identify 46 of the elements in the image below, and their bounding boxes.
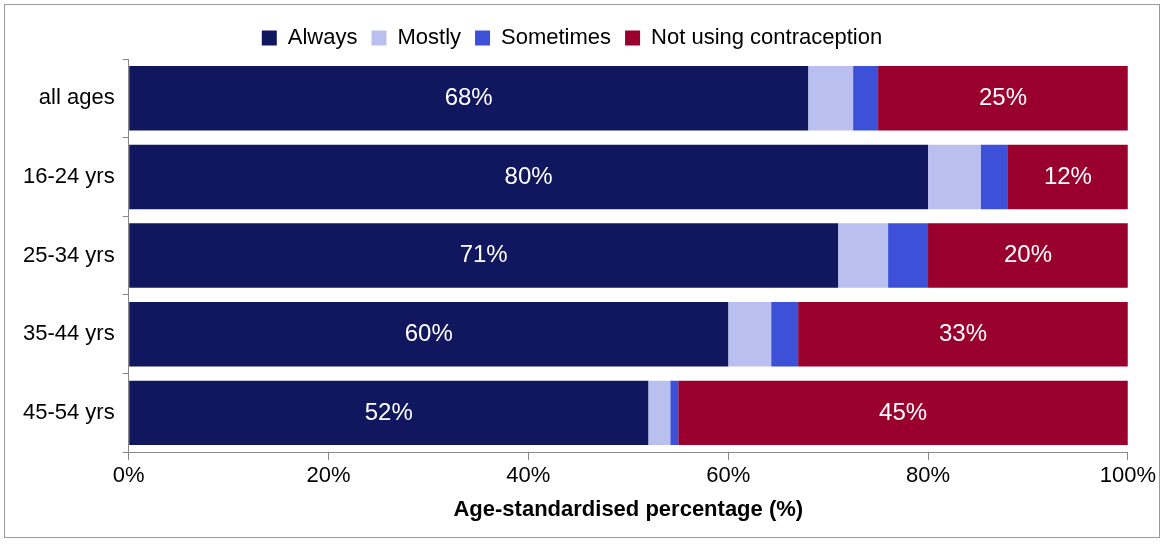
bar <box>808 66 854 131</box>
data-label: 60% <box>404 318 453 346</box>
bar <box>838 223 889 288</box>
data-label: 80% <box>504 161 553 189</box>
y-tick-label: 25-34 yrs <box>22 241 115 267</box>
data-label: 71% <box>459 240 508 268</box>
bar <box>728 302 772 367</box>
x-tick-label: 80% <box>906 462 951 488</box>
bar <box>129 380 649 446</box>
x-tick-label: 0% <box>112 462 145 488</box>
data-label: 25% <box>978 82 1027 110</box>
data-label: 45% <box>879 397 928 425</box>
bar <box>928 223 1128 288</box>
x-tick-label: 40% <box>506 462 551 488</box>
data-label: 33% <box>938 318 988 346</box>
y-tick-label: 16-24 yrs <box>22 163 115 189</box>
bar <box>888 223 929 288</box>
bar <box>798 302 1128 367</box>
bar <box>678 380 1128 446</box>
bar <box>129 302 729 367</box>
data-label: 12% <box>1043 161 1092 189</box>
data-label: 68% <box>444 82 493 110</box>
bar <box>980 144 1008 210</box>
bar <box>878 66 1128 131</box>
bar <box>1007 144 1128 210</box>
y-tick-label: 45-54 yrs <box>22 398 115 424</box>
bar <box>129 66 809 131</box>
legend-label: Always <box>287 24 358 50</box>
bar <box>670 380 679 446</box>
bar <box>129 223 839 288</box>
x-axis-title: Age-standardised percentage (%) <box>453 495 804 521</box>
legend-label: Sometimes <box>501 24 612 50</box>
bar <box>129 144 929 210</box>
bar <box>853 66 879 131</box>
x-tick-label: 100% <box>1099 462 1157 488</box>
x-tick-label: 60% <box>706 462 751 488</box>
legend-label: Not using contraception <box>651 24 883 50</box>
y-tick-label: all ages <box>38 84 115 110</box>
bar <box>928 144 981 210</box>
y-tick-label: 35-44 yrs <box>22 320 115 346</box>
bar <box>648 380 671 446</box>
data-label: 20% <box>1003 240 1052 268</box>
bar <box>771 302 799 367</box>
data-label: 52% <box>364 397 413 425</box>
x-tick-label: 20% <box>306 462 351 488</box>
legend-label: Mostly <box>397 24 462 50</box>
